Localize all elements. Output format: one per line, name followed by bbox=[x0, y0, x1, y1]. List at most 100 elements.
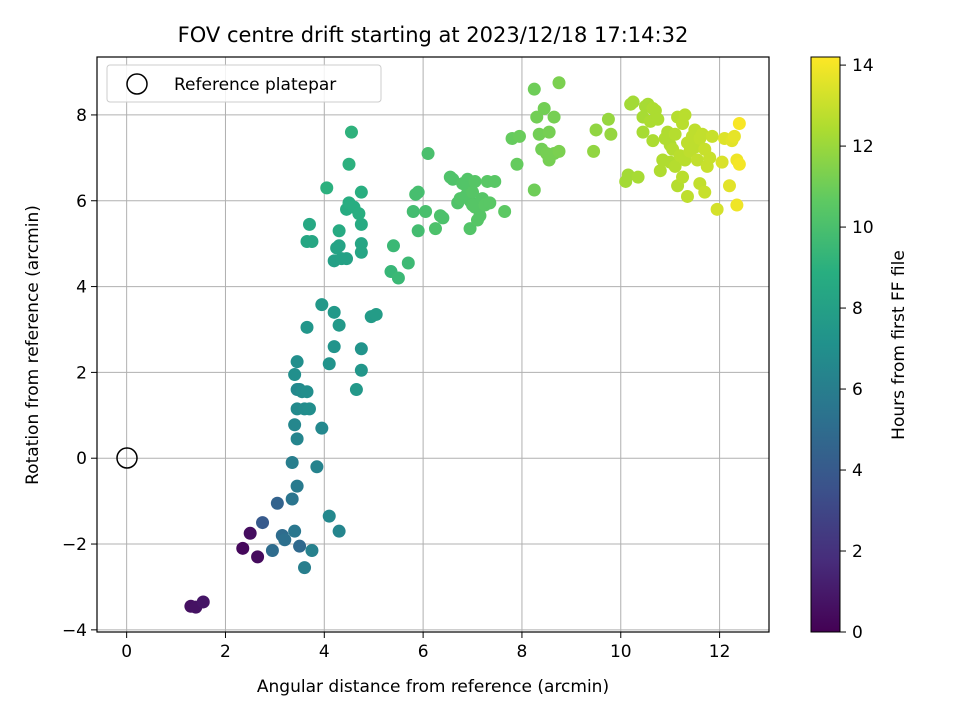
data-point bbox=[466, 185, 480, 199]
data-point bbox=[715, 155, 729, 169]
data-point bbox=[446, 172, 460, 186]
data-point bbox=[290, 355, 304, 369]
data-point bbox=[626, 95, 640, 109]
data-point bbox=[320, 181, 334, 195]
data-point bbox=[265, 543, 279, 557]
y-tick-label: 2 bbox=[76, 363, 87, 383]
data-point bbox=[305, 235, 319, 249]
data-points bbox=[184, 76, 746, 614]
data-point bbox=[290, 432, 304, 446]
x-tick-label: 4 bbox=[319, 642, 330, 662]
data-point bbox=[631, 170, 645, 184]
data-point bbox=[537, 101, 551, 115]
data-point bbox=[288, 368, 302, 382]
data-point bbox=[278, 533, 292, 547]
data-point bbox=[428, 222, 442, 236]
legend: Reference platepar bbox=[106, 64, 382, 103]
colorbar-tick-label: 14 bbox=[852, 56, 874, 76]
data-point bbox=[732, 157, 746, 171]
colorbar: 0 2 4 6 8 10 12 14 Hours from first FF file bbox=[810, 56, 909, 643]
data-point bbox=[678, 108, 692, 122]
data-point bbox=[327, 305, 341, 319]
x-tick-label: 2 bbox=[220, 642, 231, 662]
data-point bbox=[419, 204, 433, 218]
data-point bbox=[290, 479, 304, 493]
data-point bbox=[527, 183, 541, 197]
data-point bbox=[732, 117, 746, 131]
x-tick-label: 6 bbox=[418, 642, 429, 662]
data-point bbox=[710, 202, 724, 216]
data-point bbox=[651, 112, 665, 126]
data-point bbox=[601, 112, 615, 126]
data-point bbox=[288, 524, 302, 538]
y-tick-label: −4 bbox=[62, 621, 87, 641]
data-point bbox=[340, 252, 354, 266]
reference-point-marker bbox=[116, 447, 138, 469]
data-point bbox=[305, 543, 319, 557]
data-point bbox=[587, 144, 601, 158]
data-point bbox=[300, 385, 314, 399]
data-point bbox=[256, 516, 270, 530]
data-point bbox=[342, 157, 356, 171]
x-axis-label: Angular distance from reference (arcmin) bbox=[257, 677, 609, 697]
data-point bbox=[315, 421, 329, 435]
data-point bbox=[243, 526, 257, 540]
data-point bbox=[680, 189, 694, 203]
data-point bbox=[369, 307, 383, 321]
legend-marker bbox=[126, 73, 148, 95]
data-point bbox=[298, 561, 312, 575]
data-point bbox=[436, 211, 450, 225]
data-point bbox=[468, 174, 482, 188]
data-point bbox=[285, 456, 299, 470]
data-point bbox=[463, 222, 477, 236]
x-tick-label: 10 bbox=[610, 642, 632, 662]
data-point bbox=[488, 174, 502, 188]
data-point bbox=[270, 496, 284, 510]
colorbar-gradient bbox=[810, 56, 841, 633]
data-point bbox=[391, 271, 405, 285]
data-point bbox=[251, 550, 265, 564]
data-point bbox=[552, 144, 566, 158]
data-point bbox=[421, 147, 435, 161]
data-point bbox=[532, 127, 546, 141]
data-point bbox=[310, 460, 324, 474]
data-point bbox=[322, 357, 336, 371]
data-point bbox=[690, 153, 704, 167]
data-point bbox=[354, 237, 368, 251]
data-point bbox=[285, 492, 299, 506]
data-point bbox=[589, 123, 603, 137]
data-point bbox=[621, 168, 635, 182]
data-point bbox=[530, 110, 544, 124]
data-point bbox=[236, 541, 250, 555]
data-point bbox=[354, 363, 368, 377]
colorbar-tick-label: 12 bbox=[852, 137, 874, 157]
data-point bbox=[302, 217, 316, 231]
data-point bbox=[636, 125, 650, 139]
y-tick-label: 6 bbox=[76, 192, 87, 212]
colorbar-tick-label: 6 bbox=[852, 380, 863, 400]
data-point bbox=[196, 595, 210, 609]
data-point bbox=[288, 418, 302, 432]
data-point bbox=[668, 159, 682, 173]
y-axis-label: Rotation from reference (arcmin) bbox=[23, 205, 43, 485]
data-point bbox=[354, 185, 368, 199]
colorbar-tick-label: 4 bbox=[852, 461, 863, 481]
data-point bbox=[676, 170, 690, 184]
data-point bbox=[300, 320, 314, 334]
data-point bbox=[332, 318, 346, 332]
data-point bbox=[315, 298, 329, 312]
x-tick-label: 8 bbox=[517, 642, 528, 662]
data-point bbox=[322, 509, 336, 523]
data-point bbox=[352, 207, 366, 221]
y-tick-label: 4 bbox=[76, 278, 87, 298]
plot-frame bbox=[96, 56, 770, 633]
data-point bbox=[722, 179, 736, 193]
chart-title: FOV centre drift starting at 2023/12/18 … bbox=[178, 23, 689, 47]
data-point bbox=[344, 125, 358, 139]
colorbar-tick-label: 10 bbox=[852, 218, 874, 238]
legend-box bbox=[106, 64, 382, 103]
data-point bbox=[332, 224, 346, 238]
data-point bbox=[730, 198, 744, 212]
data-point bbox=[473, 209, 487, 223]
